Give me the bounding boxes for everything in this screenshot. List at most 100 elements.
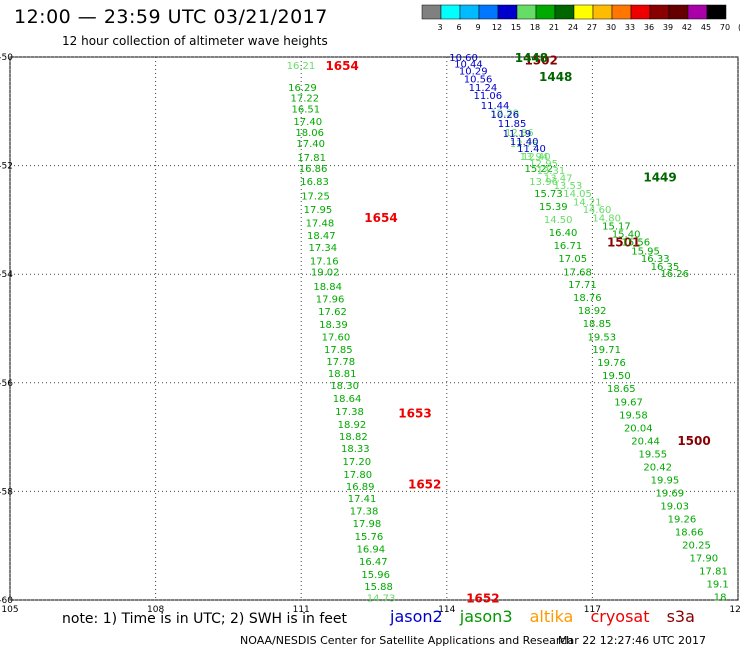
data-point-label: 18.76 <box>573 293 602 304</box>
data-point-label: 10.60 <box>449 53 478 64</box>
data-point-label: 17.05 <box>558 254 587 265</box>
data-point-label: 16.21 <box>287 61 316 72</box>
data-point-label: 16.94 <box>357 544 386 555</box>
x-tick-label: 114 <box>438 605 455 615</box>
data-point-label: 19.76 <box>597 358 626 369</box>
data-point-label: 17.95 <box>304 205 333 216</box>
color-scale-swatch <box>554 4 575 20</box>
data-point-label: 16.86 <box>299 164 328 175</box>
data-point-label: 14.80 <box>592 214 621 225</box>
data-point-label: 16.71 <box>554 241 583 252</box>
data-point-label: 18.47 <box>307 231 336 242</box>
data-point-label: 18.30 <box>330 381 359 392</box>
data-point-label: 12.40 <box>522 152 551 163</box>
data-point-label: 16.29 <box>288 83 317 94</box>
color-scale-swatch <box>516 4 537 20</box>
data-point-label: 17.81 <box>699 567 728 578</box>
x-tick-label: 120 <box>729 605 740 615</box>
data-point-label: 18.66 <box>675 528 704 539</box>
y-tick-label: -52 <box>0 162 13 172</box>
data-point-label: 17.38 <box>335 407 364 418</box>
data-point-label: 12.75 <box>510 139 539 150</box>
data-point-label: 14.60 <box>583 205 612 216</box>
satellite-jason2: jason2 <box>390 607 443 626</box>
chart-title: 12:00 — 23:59 UTC 03/21/2017 <box>14 6 328 28</box>
data-point-label: 12.95 <box>529 159 558 170</box>
pass-time-label: 1502 <box>524 54 557 68</box>
color-scale-swatch <box>611 4 632 20</box>
color-scale-swatch <box>649 4 670 20</box>
data-point-label: 14.21 <box>573 197 602 208</box>
data-point-label: 16.26 <box>660 269 689 280</box>
data-point-label: 15.56 <box>622 238 651 249</box>
pass-time-label: 1500 <box>677 434 710 448</box>
y-tick-label: -58 <box>0 487 13 497</box>
data-point-label: 19.26 <box>668 515 697 526</box>
color-scale-label: 42 <box>682 23 692 32</box>
data-point-label: 17.90 <box>689 554 718 565</box>
pass-time-label: 1652 <box>408 477 441 491</box>
color-scale-swatch <box>630 4 651 20</box>
data-point-label: 20.44 <box>631 436 660 447</box>
data-point-label: 12.86 <box>505 128 534 139</box>
data-point-label: 19.95 <box>651 475 680 486</box>
x-tick-label: 111 <box>293 605 310 615</box>
data-point-label: 17.96 <box>316 295 345 306</box>
data-point-label: 11.19 <box>503 129 532 140</box>
data-point-label: 13.94 <box>520 152 549 163</box>
data-point-label: 17.20 <box>342 457 371 468</box>
data-point-label: 14.73 <box>367 593 396 604</box>
data-point-label: 20.25 <box>682 541 711 552</box>
data-point-label: 15.17 <box>602 221 631 232</box>
color-scale-swatch <box>668 4 689 20</box>
y-tick-label: -60 <box>0 596 13 606</box>
data-point-label: 17.22 <box>291 94 320 105</box>
data-point-label: 15.73 <box>534 189 563 200</box>
data-point-label: 20.04 <box>624 423 653 434</box>
data-point-label: 18.82 <box>339 432 368 443</box>
data-point-label: 11.06 <box>473 91 502 102</box>
color-scale-swatch <box>687 4 708 20</box>
data-point-label: 19.50 <box>602 371 631 382</box>
data-point-label: 18.92 <box>338 420 367 431</box>
generated-timestamp: Mar 22 12:27:46 UTC 2017 <box>558 634 706 647</box>
data-point-label: 11.24 <box>469 83 498 94</box>
data-point-label: 18.65 <box>607 384 636 395</box>
data-point-label: 13.47 <box>544 174 573 185</box>
color-scale-swatch <box>459 4 480 20</box>
data-point-label: 19.55 <box>639 449 668 460</box>
y-tick-label: -50 <box>0 53 13 63</box>
data-point-label: 14.05 <box>563 189 592 200</box>
color-scale-swatch <box>706 4 727 20</box>
credit-line: NOAA/NESDIS Center for Satellite Applica… <box>240 634 574 647</box>
color-scale-label: 24 <box>568 23 578 32</box>
data-point-label: 10.26 <box>490 110 519 121</box>
data-point-label: 11.40 <box>510 137 539 148</box>
satellite-legend: jason2 jason3 altika cryosat s3a <box>390 607 707 626</box>
data-point-label: 18.81 <box>328 369 357 380</box>
data-point-label: 13.96 <box>529 177 558 188</box>
pass-time-label: 1653 <box>398 407 431 421</box>
data-point-label: 19.67 <box>614 397 643 408</box>
data-point-label: 17.60 <box>322 333 351 344</box>
pass-time-label: 1449 <box>643 170 676 184</box>
data-point-label: 17.40 <box>296 139 325 150</box>
color-scale-label: 6 <box>456 23 461 32</box>
color-scale-label: 45 <box>701 23 711 32</box>
pass-time-label: 1448 <box>515 51 548 65</box>
data-point-label: 17.98 <box>353 519 382 530</box>
color-scale-label: 30 <box>606 23 616 32</box>
data-point-label: 15.39 <box>539 202 568 213</box>
color-scale-label: 27 <box>587 23 597 32</box>
color-scale-swatch <box>573 4 594 20</box>
data-point-label: 16.40 <box>549 228 578 239</box>
data-point-label: 18.85 <box>583 319 612 330</box>
data-point-label: 14.50 <box>544 215 573 226</box>
data-point-label: 19.03 <box>660 502 689 513</box>
data-point-label: 19.71 <box>592 345 621 356</box>
data-point-label: 16.51 <box>291 105 320 116</box>
color-scale-label: (ft) <box>738 23 740 32</box>
data-point-label: 11.44 <box>481 101 510 112</box>
data-point-label: 15.76 <box>355 532 384 543</box>
